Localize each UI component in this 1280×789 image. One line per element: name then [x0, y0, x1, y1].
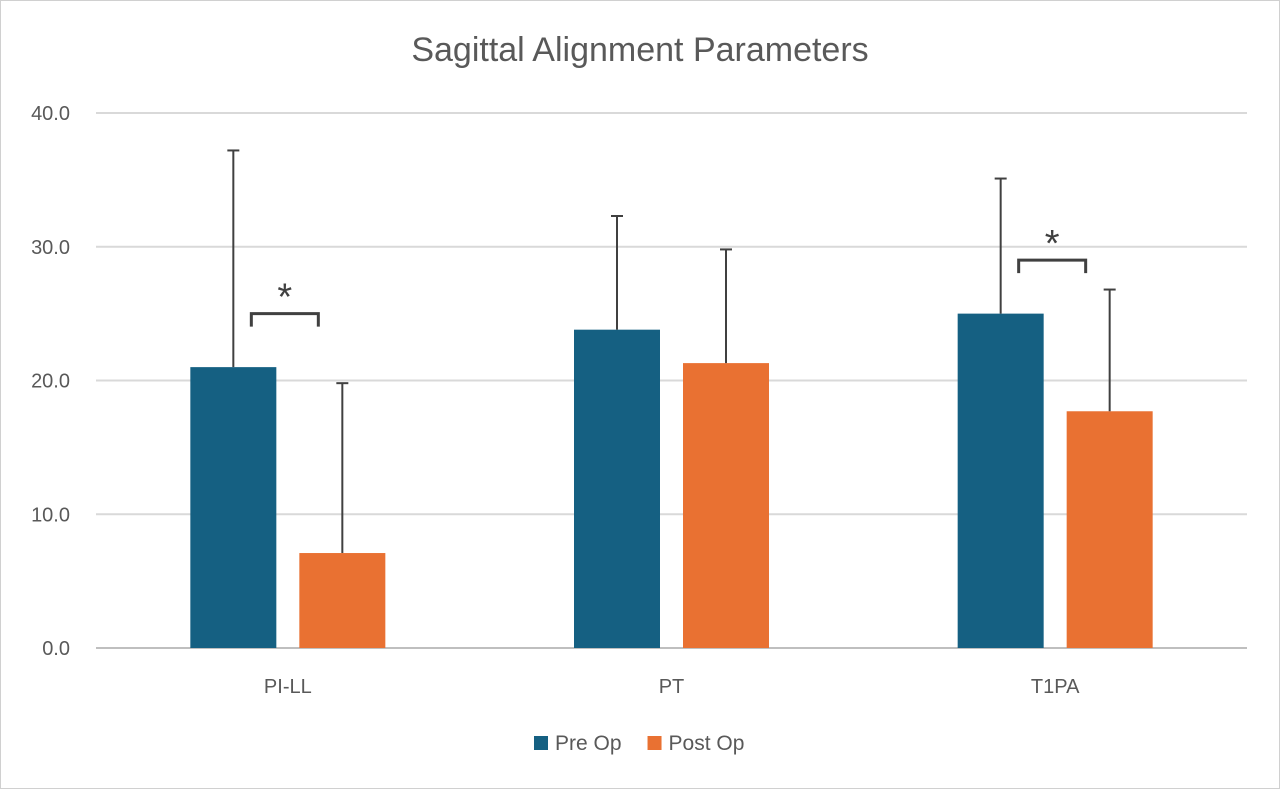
- y-axis-ticks: 0.0 10.0 20.0 30.0 40.0: [31, 103, 70, 660]
- legend-label: Pre Op: [555, 732, 622, 755]
- bar-pre-op-t1pa: [957, 313, 1044, 648]
- bar-post-op-t1pa: [1066, 411, 1153, 648]
- bar-post-op-pt: [683, 363, 769, 648]
- bar-post-op-pi-ll: [299, 553, 386, 648]
- bars: [190, 313, 1153, 648]
- x-axis-labels: PI-LL PT T1PA: [264, 676, 1080, 698]
- bar-pre-op-pi-ll: [190, 367, 277, 648]
- annotations: **: [249, 223, 1088, 327]
- legend-swatch: [647, 736, 662, 750]
- y-tick-label: 20.0: [31, 371, 70, 393]
- x-tick-label: PT: [659, 676, 685, 698]
- legend-swatch: [534, 736, 548, 750]
- bar-pre-op-pt: [574, 329, 660, 648]
- y-tick-label: 30.0: [31, 237, 70, 259]
- x-tick-label: T1PA: [1031, 676, 1080, 698]
- significance-bracket: [249, 312, 320, 327]
- error-bars: [227, 149, 1116, 554]
- x-tick-label: PI-LL: [264, 676, 312, 698]
- legend-label: Post Op: [669, 732, 745, 755]
- significance-star: *: [1045, 223, 1060, 265]
- y-tick-label: 10.0: [31, 504, 70, 526]
- y-tick-label: 40.0: [31, 103, 70, 125]
- gridlines: [96, 112, 1247, 649]
- chart-title: Sagittal Alignment Parameters: [411, 31, 868, 69]
- legend: Pre Op Post Op: [534, 732, 744, 755]
- significance-bracket: [1017, 258, 1088, 274]
- y-tick-label: 0.0: [42, 638, 70, 660]
- significance-star: *: [277, 277, 292, 319]
